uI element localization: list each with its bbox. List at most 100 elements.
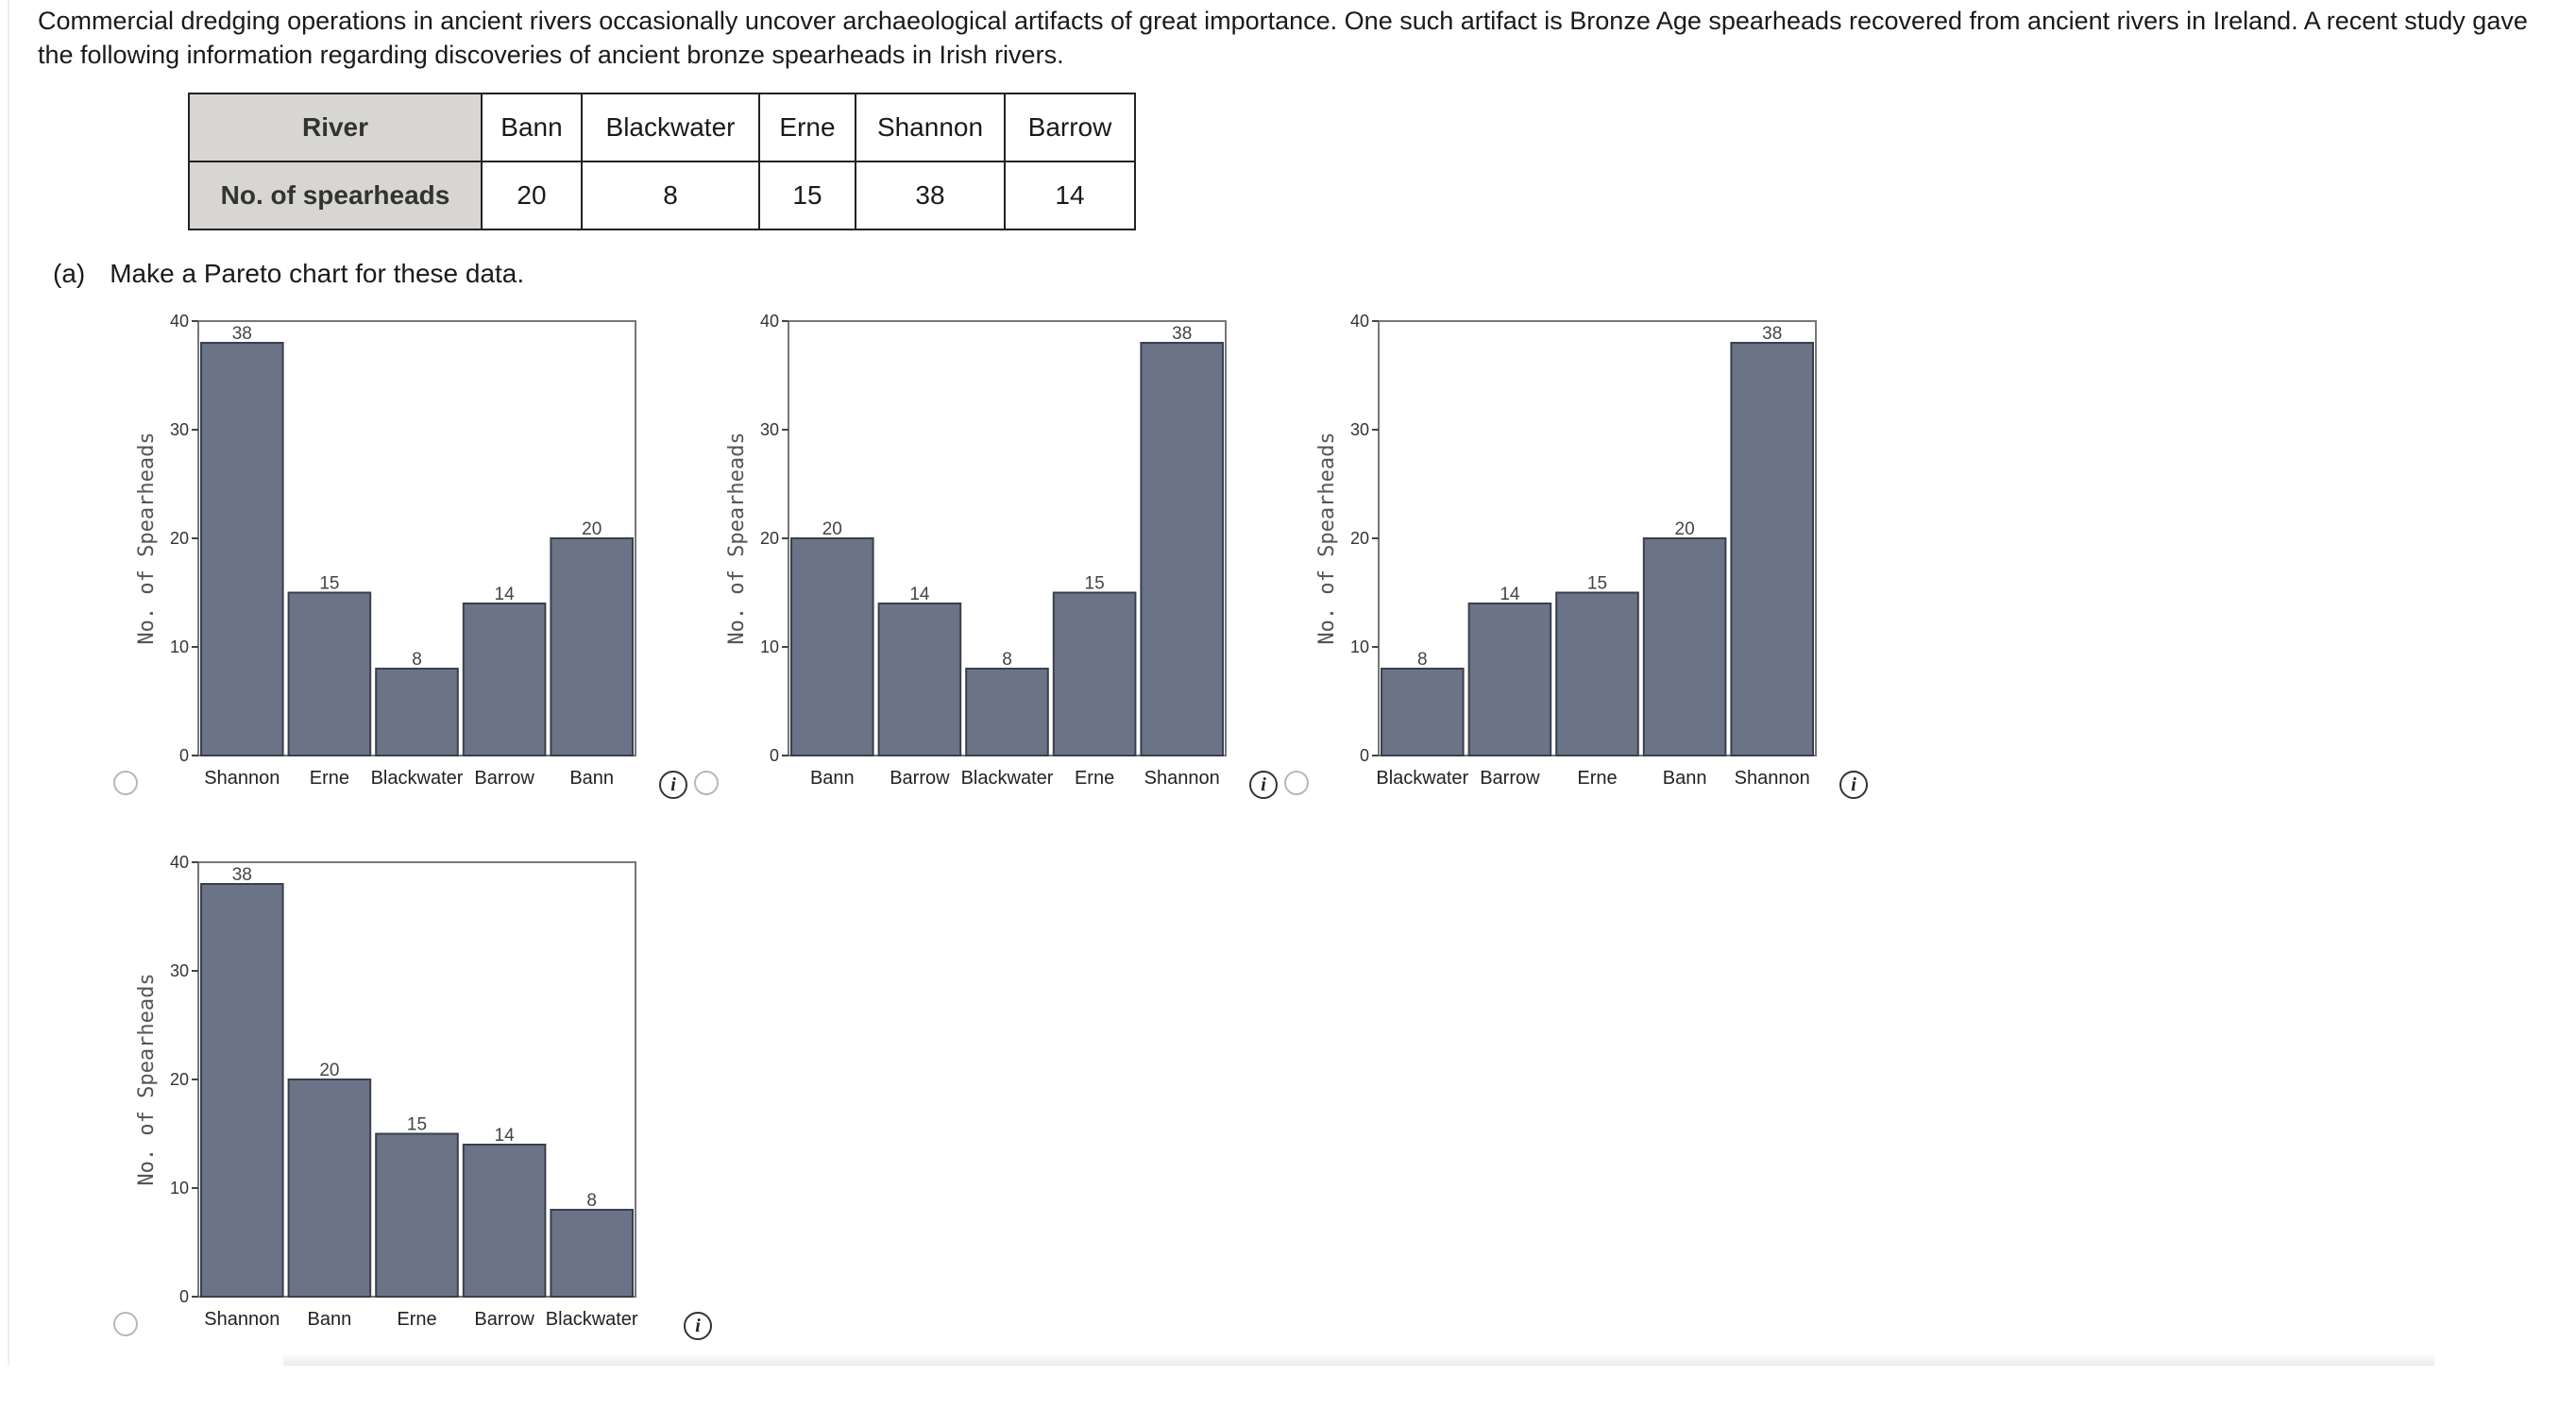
y-tick-label: 0 — [179, 1287, 189, 1306]
bar — [200, 342, 284, 756]
option-3-info-icon[interactable]: i — [1839, 771, 1868, 799]
bar — [550, 537, 634, 756]
x-category-label: Blackwater — [1376, 768, 1468, 789]
option-2-info-icon[interactable]: i — [1249, 771, 1278, 799]
table-cell-river: Barrow — [1004, 93, 1136, 162]
bar-value-label: 14 — [495, 585, 516, 604]
bar — [965, 668, 1049, 756]
y-tick-label: 0 — [179, 746, 189, 765]
bar — [200, 883, 284, 1298]
option-3-bar-chart: 0 10 20 30 40 No. of Spearheads 8 Blackwater 14 B… — [1315, 312, 1817, 789]
bar — [375, 1132, 459, 1298]
table-row-header-count: No. of spearheads — [188, 161, 483, 230]
y-tick-label: 40 — [1350, 312, 1369, 331]
bar-value-label: 8 — [412, 650, 422, 670]
bar — [462, 603, 547, 756]
table-row-counts: No. of spearheads 20 8 15 38 14 — [188, 161, 1136, 230]
x-category-label: Barrow — [474, 768, 534, 789]
bar-value-label: 14 — [1500, 585, 1520, 604]
x-category-label: Barrow — [1480, 768, 1540, 789]
table-cell-river: Shannon — [855, 93, 1006, 162]
y-tick-label: 10 — [760, 637, 779, 656]
x-category-label: Shannon — [1144, 768, 1220, 789]
y-tick-label: 30 — [170, 420, 189, 439]
x-category-label: Erne — [397, 1309, 436, 1330]
spearhead-data-table: River Bann Blackwater Erne Shannon Barro… — [188, 93, 1136, 230]
bar-value-label: 8 — [586, 1191, 597, 1211]
y-axis-label: No. of Spearheads — [725, 432, 749, 644]
y-tick-label: 0 — [770, 746, 779, 765]
y-tick-label: 10 — [170, 637, 189, 656]
x-category-label: Erne — [1577, 768, 1617, 789]
y-tick-label: 20 — [170, 1070, 189, 1089]
x-category-label: Barrow — [890, 768, 950, 789]
bar-value-label: 20 — [319, 1061, 339, 1080]
table-cell-river: Bann — [481, 93, 583, 162]
x-category-label: Blackwater — [546, 1309, 638, 1330]
table-row-rivers: River Bann Blackwater Erne Shannon Barro… — [188, 93, 1136, 162]
option-4-radio[interactable] — [113, 1312, 138, 1336]
x-category-label: Erne — [1075, 768, 1114, 789]
table-cell-river: Blackwater — [581, 93, 760, 162]
bar-value-label: 38 — [1762, 324, 1782, 344]
x-category-label: Bann — [810, 768, 855, 789]
option-1-pareto-chart: 0 10 20 30 40 No. of Spearheads 38 Shannon 15 Ern… — [135, 312, 636, 789]
bar — [375, 668, 459, 756]
option-1-radio[interactable] — [113, 771, 138, 795]
bar-value-label: 20 — [1675, 519, 1695, 539]
bar-value-label: 14 — [495, 1126, 516, 1146]
y-tick-label: 20 — [1350, 529, 1369, 548]
bar-value-label: 8 — [1002, 650, 1012, 670]
x-category-label: Erne — [310, 768, 349, 789]
table-cell-count: 15 — [758, 161, 856, 230]
bar-value-label: 15 — [407, 1115, 427, 1135]
bar — [1140, 342, 1224, 756]
x-category-label: Blackwater — [961, 768, 1054, 789]
bar — [287, 591, 372, 756]
option-2-radio[interactable] — [694, 771, 719, 795]
option-4-info-icon[interactable]: i — [684, 1312, 712, 1340]
table-cell-count: 38 — [855, 161, 1006, 230]
bar — [790, 537, 874, 756]
y-axis-label: No. of Spearheads — [135, 432, 159, 644]
x-category-label: Barrow — [474, 1309, 534, 1330]
question-text: Make a Pareto chart for these data. — [110, 259, 525, 288]
option-2-bar-chart: 0 10 20 30 40 No. of Spearheads 20 Bann 14 Barrow… — [725, 312, 1227, 789]
bar — [1642, 537, 1727, 756]
y-tick-label: 30 — [170, 961, 189, 980]
bar-value-label: 15 — [1085, 574, 1105, 594]
left-border — [8, 0, 9, 1366]
bar — [550, 1209, 634, 1298]
y-tick-label: 40 — [170, 312, 189, 331]
answer-option-3[interactable]: 0 10 20 30 40 No. of Spearheads 8 Blackwater 14 B… — [1284, 302, 1964, 869]
x-category-label: Bann — [308, 1309, 352, 1330]
bar-value-label: 20 — [582, 519, 602, 539]
answer-option-1[interactable]: 0 10 20 30 40 No. of Spearheads 38 Shannon 15 Ern… — [104, 302, 784, 869]
table-cell-count: 8 — [581, 161, 760, 230]
bar — [1730, 342, 1814, 756]
answer-option-4[interactable]: 0 10 20 30 40 No. of Spearheads 38 Shannon 20 Ban… — [104, 843, 784, 1410]
bar — [1052, 591, 1137, 756]
table-cell-river: Erne — [758, 93, 856, 162]
bar-value-label: 38 — [232, 865, 252, 885]
bar-value-label: 14 — [909, 585, 930, 604]
x-category-label: Shannon — [1735, 768, 1810, 789]
y-axis-label: No. of Spearheads — [1315, 432, 1339, 644]
answer-option-2[interactable]: 0 10 20 30 40 No. of Spearheads 20 Bann 14 Barrow… — [694, 302, 1374, 869]
table-cell-count: 14 — [1004, 161, 1136, 230]
bar-value-label: 15 — [1587, 574, 1607, 594]
y-tick-label: 40 — [760, 312, 779, 331]
y-tick-label: 30 — [760, 420, 779, 439]
y-tick-label: 10 — [170, 1179, 189, 1198]
x-category-label: Shannon — [204, 1309, 280, 1330]
option-1-info-icon[interactable]: i — [659, 771, 687, 799]
x-category-label: Bann — [1663, 768, 1707, 789]
bar — [1467, 603, 1552, 756]
bar — [1381, 668, 1465, 756]
question-tag: (a) — [53, 259, 86, 288]
bar — [287, 1079, 372, 1298]
y-tick-label: 0 — [1360, 746, 1369, 765]
table-cell-count: 20 — [481, 161, 583, 230]
option-3-radio[interactable] — [1284, 771, 1309, 795]
y-tick-label: 20 — [170, 529, 189, 548]
